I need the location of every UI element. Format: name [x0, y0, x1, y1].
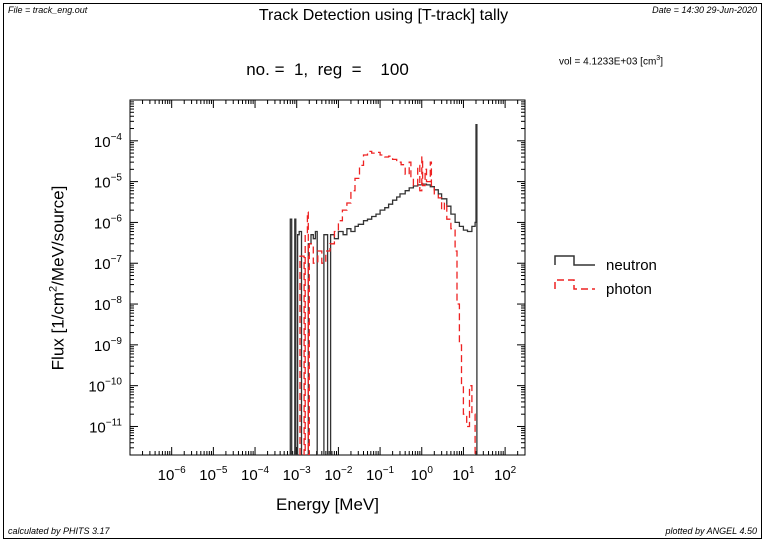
legend-neutron-label: neutron	[606, 257, 657, 274]
x-tick-label: 10−6	[158, 465, 187, 484]
y-tick-label-base: 10	[89, 419, 106, 436]
x-tick-label-exponent: −1	[383, 465, 395, 476]
y-tick-label-base: 10	[94, 338, 111, 355]
x-tick-label-exponent: −3	[299, 465, 311, 476]
y-tick-label-base: 10	[94, 256, 111, 273]
x-axis-label: Energy [MeV]	[276, 495, 379, 514]
legend-photon-label: photon	[606, 281, 652, 298]
file-label: File = track_eng.out	[8, 5, 88, 15]
x-tick-label-base: 10	[366, 467, 383, 484]
y-tick-label: 10−9	[94, 336, 123, 355]
y-tick-label-base: 10	[88, 379, 105, 396]
y-tick-label-exponent: −8	[111, 295, 123, 306]
plotted-by-label: plotted by ANGEL 4.50	[665, 526, 757, 536]
y-tick-label: 10−7	[94, 254, 123, 273]
x-tick-label-base: 10	[241, 467, 258, 484]
y-tick-label-exponent: −9	[111, 336, 123, 347]
y-tick-label: 10−8	[94, 295, 123, 314]
x-tick-label-base: 10	[494, 467, 511, 484]
volume-prefix: vol = 4.1233E+03 [cm	[559, 56, 657, 68]
y-tick-label: 10−10	[88, 377, 122, 396]
y-tick-label-base: 10	[94, 297, 111, 314]
y-tick-label: 10−4	[94, 132, 123, 151]
y-tick-label-base: 10	[94, 215, 111, 232]
page-frame	[3, 3, 762, 539]
legend-neutron-swatch	[554, 255, 595, 266]
x-tick-label-exponent: −6	[174, 465, 186, 476]
x-tick-label-exponent: 1	[469, 465, 475, 476]
date-label: Date = 14:30 29-Jun-2020	[652, 5, 757, 15]
y-tick-label: 10−11	[89, 417, 122, 436]
series-photon-line	[299, 150, 476, 455]
y-tick-label: 10−6	[94, 213, 123, 232]
x-tick-label-exponent: 2	[511, 465, 517, 476]
y-tick-label-base: 10	[94, 134, 111, 151]
x-tick-label-base: 10	[283, 467, 300, 484]
y-tick-label-base: 10	[94, 175, 111, 192]
x-tick-label: 10−3	[283, 465, 312, 484]
volume-label: vol = 4.1233E+03 [cm3]	[559, 55, 663, 67]
x-tick-label-base: 10	[158, 467, 175, 484]
volume-exponent: 3	[656, 55, 661, 62]
x-tick-label-exponent: 0	[427, 465, 433, 476]
x-tick-label: 101	[452, 465, 475, 484]
x-tick-label-base: 10	[324, 467, 341, 484]
x-tick-label-exponent: −2	[341, 465, 353, 476]
x-tick-label-base: 10	[411, 467, 428, 484]
x-tick-label: 100	[411, 465, 434, 484]
y-tick-label-exponent: −4	[111, 132, 123, 143]
calculated-by-label: calculated by PHITS 3.17	[8, 526, 110, 536]
x-tick-label-base: 10	[452, 467, 469, 484]
y-tick-label-exponent: −11	[106, 417, 123, 428]
chart-subtitle: no. = 1, reg = 100	[246, 60, 409, 79]
volume-suffix: ]	[660, 56, 663, 68]
legend-photon-swatch	[554, 279, 595, 290]
x-tick-label: 10−5	[199, 465, 228, 484]
series-neutron-line	[289, 123, 478, 455]
y-tick-label-exponent: −5	[111, 173, 123, 184]
x-tick-label: 10−1	[366, 465, 395, 484]
x-tick-label-exponent: −4	[258, 465, 270, 476]
y-tick-label-exponent: −6	[111, 213, 123, 224]
y-tick-label-exponent: −10	[105, 377, 122, 388]
y-tick-label: 10−5	[94, 173, 123, 192]
chart-title: Track Detection using [T-track] tally	[258, 7, 509, 24]
x-tick-label-base: 10	[199, 467, 216, 484]
x-tick-label: 10−2	[324, 465, 353, 484]
x-tick-label: 102	[494, 465, 517, 484]
x-tick-label: 10−4	[241, 465, 270, 484]
x-tick-label-exponent: −5	[216, 465, 228, 476]
y-tick-label-exponent: −7	[111, 254, 123, 265]
